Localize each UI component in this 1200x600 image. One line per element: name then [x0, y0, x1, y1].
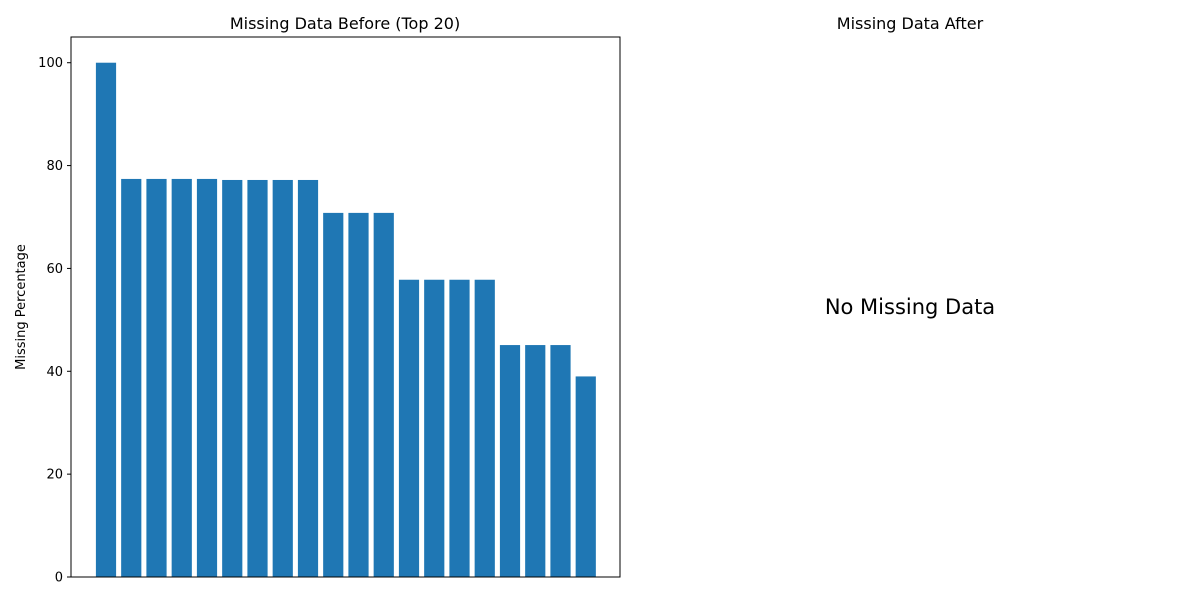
bar-14 — [424, 279, 445, 577]
y-tick-label: 80 — [46, 159, 63, 174]
y-axis: 0 20 40 60 80 100 — [38, 56, 71, 586]
y-tick-label: 20 — [46, 468, 63, 483]
plot-frame — [70, 36, 621, 578]
y-axis-label: Missing Percentage — [14, 244, 29, 370]
bar-9 — [297, 179, 319, 577]
bar-10 — [323, 212, 344, 577]
bar-16 — [474, 279, 495, 577]
bar-group — [95, 62, 596, 577]
bar-1 — [95, 62, 117, 577]
chart-before: Missing Data Before (Top 20) 0 20 40 60 80 10… — [14, 14, 621, 586]
bar-4 — [171, 178, 192, 577]
bar-6 — [222, 179, 243, 577]
chart-after: Missing Data After No Missing Data — [825, 14, 995, 319]
bar-8 — [272, 179, 293, 577]
bar-3 — [146, 178, 167, 577]
bar-2 — [121, 178, 142, 577]
bar-19 — [550, 345, 571, 577]
bar-7 — [247, 179, 268, 577]
bar-20 — [575, 376, 596, 577]
bar-11 — [348, 212, 369, 577]
bar-17 — [499, 345, 521, 577]
bar-15 — [449, 279, 470, 577]
bar-5 — [196, 178, 218, 577]
y-tick-label: 60 — [46, 262, 63, 277]
chart-after-title: Missing Data After — [837, 14, 984, 33]
y-tick-label: 0 — [55, 571, 63, 586]
bar-13 — [398, 279, 420, 577]
no-missing-data-note: No Missing Data — [825, 295, 995, 319]
bar-12 — [373, 212, 394, 577]
y-tick-label: 40 — [46, 365, 63, 380]
y-tick-label: 100 — [38, 56, 63, 71]
bar-18 — [525, 345, 546, 577]
chart-before-title: Missing Data Before (Top 20) — [230, 14, 460, 33]
